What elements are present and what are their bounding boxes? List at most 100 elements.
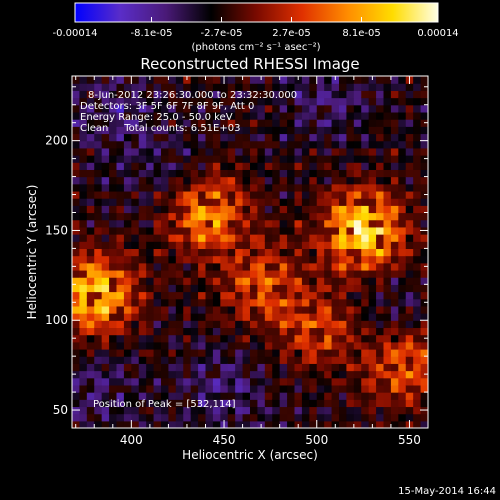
heatmap-cell <box>413 248 422 257</box>
heatmap-cell <box>205 348 214 357</box>
heatmap-cell <box>212 234 221 242</box>
heatmap-cell <box>398 413 407 422</box>
heatmap-cell <box>339 205 348 214</box>
heatmap-cell <box>101 392 110 400</box>
heatmap-cell <box>353 190 362 199</box>
heatmap-cell <box>250 111 259 120</box>
heatmap-cell <box>264 205 273 214</box>
heatmap-cell <box>346 119 355 127</box>
heatmap-cell <box>346 248 355 257</box>
heatmap-cell <box>257 212 266 221</box>
heatmap-cell <box>301 341 310 350</box>
heatmap-cell <box>279 162 288 170</box>
heatmap-cell <box>287 190 296 199</box>
heatmap-cell <box>331 111 340 120</box>
heatmap-cell <box>123 176 132 185</box>
heatmap-cell <box>383 313 392 321</box>
heatmap-cell <box>235 420 244 428</box>
heatmap-cell <box>353 212 362 221</box>
heatmap-cell <box>413 348 422 357</box>
heatmap-cell <box>339 183 348 192</box>
heatmap-cell <box>353 183 362 192</box>
heatmap-cell <box>94 205 103 214</box>
heatmap-cell <box>183 104 192 113</box>
heatmap-cell <box>79 176 88 185</box>
heatmap-cell <box>383 205 392 214</box>
heatmap-cell <box>79 111 88 120</box>
heatmap-cell <box>79 248 88 257</box>
heatmap-cell <box>131 133 140 142</box>
heatmap-cell <box>146 399 155 408</box>
heatmap-cell <box>175 305 184 314</box>
heatmap-cell <box>198 219 207 228</box>
heatmap-cell <box>420 234 428 242</box>
heatmap-cell <box>198 262 207 271</box>
heatmap-cell <box>279 90 288 99</box>
heatmap-cell <box>101 226 110 235</box>
heatmap-cell <box>153 392 162 400</box>
heatmap-cell <box>190 284 199 293</box>
heatmap-cell <box>324 90 333 99</box>
heatmap-cell <box>190 384 199 393</box>
heatmap-cell <box>272 291 281 300</box>
heatmap-cell <box>161 277 170 285</box>
heatmap-cell <box>383 97 392 106</box>
heatmap-cell <box>383 147 392 156</box>
heatmap-cell <box>339 169 348 178</box>
heatmap-cell <box>220 176 229 185</box>
heatmap-cell <box>324 162 333 170</box>
heatmap-cell <box>301 255 310 264</box>
heatmap-cell <box>146 277 155 285</box>
heatmap-cell <box>138 169 147 178</box>
heatmap-cell <box>198 212 207 221</box>
heatmap-cell <box>123 413 132 422</box>
heatmap-cell <box>220 313 229 321</box>
heatmap-cell <box>309 284 318 293</box>
heatmap-cell <box>116 104 125 113</box>
heatmap-cell <box>94 97 103 106</box>
heatmap-cell <box>198 269 207 278</box>
heatmap-cell <box>116 406 125 415</box>
heatmap-cell <box>383 269 392 278</box>
heatmap-cell <box>279 212 288 221</box>
heatmap-cell <box>86 320 95 329</box>
heatmap-cell <box>257 313 266 321</box>
heatmap-cell <box>212 140 221 149</box>
heatmap-cell <box>190 327 199 336</box>
heatmap-cell <box>175 212 184 221</box>
heatmap-cell <box>131 377 140 386</box>
heatmap-cell <box>161 76 170 84</box>
heatmap-cell <box>272 356 281 364</box>
heatmap-cell <box>331 133 340 142</box>
heatmap-cell <box>287 392 296 400</box>
heatmap-cell <box>109 234 118 242</box>
heatmap-cell <box>94 399 103 408</box>
heatmap-cell <box>198 327 207 336</box>
heatmap-cell <box>413 284 422 293</box>
heatmap-cell <box>242 183 251 192</box>
heatmap-cell <box>309 183 318 192</box>
heatmap-cell <box>346 126 355 135</box>
colorbar-tick-label: 0.00014 <box>417 28 458 39</box>
heatmap-cell <box>116 262 125 271</box>
heatmap-cell <box>339 320 348 329</box>
heatmap-cell <box>175 327 184 336</box>
heatmap-cell <box>361 241 370 249</box>
heatmap-cell <box>94 269 103 278</box>
heatmap-cell <box>264 269 273 278</box>
heatmap-cell <box>183 126 192 135</box>
heatmap-cell <box>212 190 221 199</box>
heatmap-cell <box>116 190 125 199</box>
heatmap-cell <box>220 284 229 293</box>
heatmap-cell <box>131 348 140 357</box>
heatmap-cell <box>168 277 177 285</box>
heatmap-cell <box>405 413 414 422</box>
heatmap-cell <box>398 241 407 249</box>
heatmap-cell <box>161 119 170 127</box>
heatmap-cell <box>420 205 428 214</box>
heatmap-cell <box>138 119 147 127</box>
heatmap-cell <box>331 363 340 372</box>
heatmap-cell <box>383 169 392 178</box>
heatmap-cell <box>420 90 428 99</box>
heatmap-cell <box>220 377 229 386</box>
